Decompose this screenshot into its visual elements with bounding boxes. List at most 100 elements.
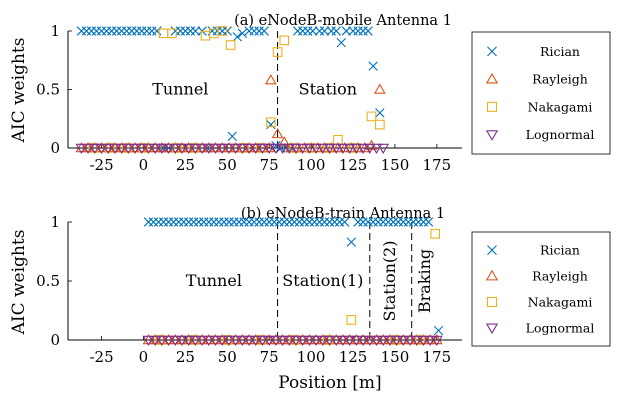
- data-point: [366, 111, 377, 122]
- legend-marker: [485, 323, 499, 335]
- data-point: [370, 143, 383, 155]
- data-point: [229, 335, 242, 347]
- data-point: [102, 143, 115, 155]
- data-point: [290, 335, 302, 347]
- data-point: [204, 217, 214, 227]
- panel-a-ylabel: AIC weights: [9, 38, 29, 144]
- legend-marker: [485, 130, 499, 141]
- data-point: [214, 217, 224, 227]
- series-rician: [76, 26, 385, 153]
- data-point: [377, 143, 390, 155]
- data-point: [217, 26, 228, 36]
- data-point: [176, 143, 188, 155]
- data-point: [224, 217, 234, 227]
- data-point: [209, 217, 219, 227]
- x-tick-label: 150: [381, 156, 410, 174]
- legend-label: Rayleigh: [532, 269, 588, 284]
- data-point: [168, 217, 179, 227]
- data-point: [82, 141, 95, 153]
- data-point: [162, 335, 175, 347]
- data-point: [158, 217, 169, 227]
- data-point: [263, 335, 276, 347]
- data-point: [433, 325, 444, 336]
- data-point: [155, 335, 168, 347]
- data-point: [430, 228, 441, 239]
- data-point: [82, 143, 95, 155]
- y-tick-label: 1: [50, 22, 60, 40]
- series-rician: [143, 217, 444, 336]
- data-point: [109, 141, 121, 153]
- data-point: [176, 335, 188, 347]
- data-point: [423, 217, 434, 227]
- data-point: [142, 141, 155, 153]
- data-point: [270, 143, 282, 155]
- data-point: [266, 117, 276, 128]
- data-point: [430, 333, 443, 345]
- data-point: [283, 333, 296, 345]
- data-point: [149, 335, 162, 347]
- data-point: [337, 333, 349, 345]
- data-point: [155, 141, 168, 153]
- data-point: [249, 141, 262, 153]
- data-point: [190, 26, 201, 36]
- data-point: [216, 335, 229, 347]
- data-point: [331, 26, 341, 36]
- data-point: [338, 141, 351, 153]
- data-point: [319, 26, 330, 36]
- data-point: [229, 217, 239, 227]
- data-point: [81, 26, 92, 36]
- data-point: [162, 143, 175, 155]
- data-point: [310, 333, 323, 345]
- legend-label: Nakagami: [528, 99, 593, 114]
- data-point: [194, 217, 204, 227]
- panel-b-ylabel: AIC weights: [9, 230, 29, 336]
- data-point: [350, 335, 363, 347]
- data-point: [180, 26, 191, 36]
- data-point: [101, 26, 112, 36]
- data-point: [316, 143, 329, 155]
- data-point: [95, 143, 108, 155]
- data-point: [129, 141, 141, 153]
- data-point: [363, 143, 376, 155]
- data-point: [143, 217, 154, 227]
- data-point: [343, 143, 356, 155]
- data-point: [175, 26, 186, 36]
- data-point: [149, 141, 162, 153]
- data-point: [75, 143, 88, 155]
- data-point: [229, 143, 242, 155]
- x-tick-label: 50: [218, 348, 237, 366]
- data-point: [219, 217, 229, 227]
- data-point: [234, 217, 244, 227]
- data-point: [368, 61, 378, 71]
- data-point: [264, 74, 277, 85]
- data-point: [148, 217, 159, 227]
- region-label: Braking: [415, 249, 434, 313]
- x-tick-label: 175: [423, 348, 452, 366]
- data-point: [346, 315, 357, 325]
- data-point: [296, 335, 309, 347]
- data-point: [212, 26, 222, 36]
- data-point: [216, 141, 229, 153]
- data-point: [424, 335, 437, 347]
- data-point: [346, 237, 357, 247]
- data-point: [189, 217, 199, 227]
- data-point: [142, 143, 155, 155]
- panel-a: (a) eNodeB-mobile Antenna 1 AIC weights …: [9, 13, 611, 174]
- data-point: [323, 143, 336, 155]
- series-lognormal: [142, 335, 443, 347]
- data-point: [158, 28, 169, 39]
- data-point: [223, 143, 235, 155]
- data-point: [350, 333, 363, 345]
- data-point: [176, 333, 188, 345]
- x-tick-label: 125: [339, 348, 368, 366]
- data-point: [373, 83, 386, 94]
- data-point: [232, 32, 243, 42]
- data-point: [330, 143, 343, 155]
- data-point: [310, 143, 323, 155]
- data-point: [199, 217, 209, 227]
- data-point: [155, 143, 168, 155]
- x-tick-label: 75: [260, 156, 279, 174]
- data-point: [263, 333, 276, 345]
- data-point: [263, 143, 276, 155]
- data-point: [170, 26, 180, 36]
